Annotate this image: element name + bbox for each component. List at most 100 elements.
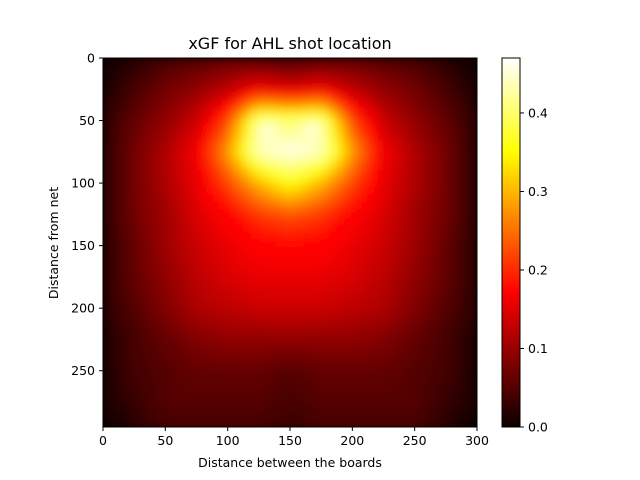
heat-cell xyxy=(290,178,299,187)
heat-cell xyxy=(394,290,403,299)
heat-cell xyxy=(432,275,441,284)
heat-cell xyxy=(387,95,396,104)
heat-cell xyxy=(252,343,261,352)
heat-cell xyxy=(424,253,433,262)
heat-cell xyxy=(215,268,224,277)
heat-cell xyxy=(319,275,328,284)
heat-cell xyxy=(260,200,269,209)
heat-cell xyxy=(237,103,246,112)
heat-cell xyxy=(125,245,134,254)
heat-cell xyxy=(245,140,254,149)
heat-cell xyxy=(132,283,141,292)
heat-cell xyxy=(387,58,396,67)
heat-cell xyxy=(110,223,119,232)
heat-cell xyxy=(222,335,231,344)
heat-cell xyxy=(304,410,314,419)
heat-cell xyxy=(103,380,112,389)
heat-cell xyxy=(237,148,246,157)
heat-cell xyxy=(432,365,441,374)
heat-cell xyxy=(132,230,141,239)
heat-cell xyxy=(267,403,276,412)
heat-cell xyxy=(327,178,336,187)
heat-cell xyxy=(447,58,456,67)
heat-cell xyxy=(237,418,246,427)
heat-cell xyxy=(103,88,112,97)
heat-cell xyxy=(409,125,418,134)
heat-cell xyxy=(372,110,381,119)
heat-cell xyxy=(372,343,381,352)
heat-cell xyxy=(260,418,269,427)
heat-cell xyxy=(462,410,471,419)
heat-cell xyxy=(230,178,239,187)
heat-cell xyxy=(275,298,284,307)
heat-cell xyxy=(260,230,269,239)
heat-cell xyxy=(252,118,261,127)
heat-cell xyxy=(230,380,239,389)
heat-cell xyxy=(387,200,396,209)
heat-cell xyxy=(342,185,351,194)
heat-cell xyxy=(140,373,149,382)
heat-cell xyxy=(462,80,471,89)
heat-cell xyxy=(447,208,456,217)
heat-cell xyxy=(454,320,463,329)
heat-cell xyxy=(275,118,284,127)
heat-cell xyxy=(454,185,463,194)
heat-cell xyxy=(125,350,134,359)
heat-cell xyxy=(304,133,314,142)
heat-cell xyxy=(267,200,276,209)
heat-cell xyxy=(402,290,411,299)
heat-cell xyxy=(125,140,134,149)
heat-cell xyxy=(334,320,343,329)
heat-cell xyxy=(177,88,186,97)
heat-cell xyxy=(357,170,366,179)
heat-cell xyxy=(222,395,231,404)
heat-cell xyxy=(207,118,216,127)
heat-cell xyxy=(462,245,471,254)
heat-cell xyxy=(290,65,299,74)
heat-cell xyxy=(275,395,284,404)
heat-cell xyxy=(454,95,463,104)
heat-cell xyxy=(379,65,388,74)
y-tick-label: 200 xyxy=(71,301,95,316)
heat-cell xyxy=(207,260,216,269)
heat-cell xyxy=(364,215,373,224)
heat-cell xyxy=(207,58,216,67)
heat-cell xyxy=(387,418,396,427)
heat-cell xyxy=(402,380,411,389)
heat-cell xyxy=(312,58,321,67)
heat-cell xyxy=(132,425,141,427)
heat-cell xyxy=(417,403,426,412)
heat-cell xyxy=(125,88,134,97)
heat-cell xyxy=(454,163,463,172)
heat-cell xyxy=(364,380,373,389)
heat-cell xyxy=(162,110,171,119)
heat-cell xyxy=(140,343,149,352)
heat-cell xyxy=(155,163,164,172)
heat-cell xyxy=(379,223,388,232)
heat-cell xyxy=(402,185,411,194)
heat-cell xyxy=(402,215,411,224)
heat-cell xyxy=(275,283,284,292)
heat-cell xyxy=(110,328,119,337)
heat-cell xyxy=(215,425,224,427)
heat-cell xyxy=(207,268,216,277)
heat-cell xyxy=(282,65,291,74)
heat-cell xyxy=(462,403,471,412)
heat-cell xyxy=(290,170,299,179)
heat-cell xyxy=(319,223,328,232)
x-tick-label: 250 xyxy=(403,433,427,448)
heat-cell xyxy=(297,305,306,314)
heat-cell xyxy=(147,275,156,284)
heat-cell xyxy=(372,80,381,89)
heat-cell xyxy=(424,290,433,299)
heat-cell xyxy=(222,58,231,67)
heat-cell xyxy=(304,163,314,172)
heat-cell xyxy=(364,418,373,427)
heat-cell xyxy=(147,215,156,224)
heat-cell xyxy=(364,343,373,352)
heat-cell xyxy=(185,245,194,254)
heat-cell xyxy=(275,305,284,314)
heat-cell xyxy=(312,170,321,179)
heat-cell xyxy=(379,298,388,307)
heat-cell xyxy=(110,313,119,322)
